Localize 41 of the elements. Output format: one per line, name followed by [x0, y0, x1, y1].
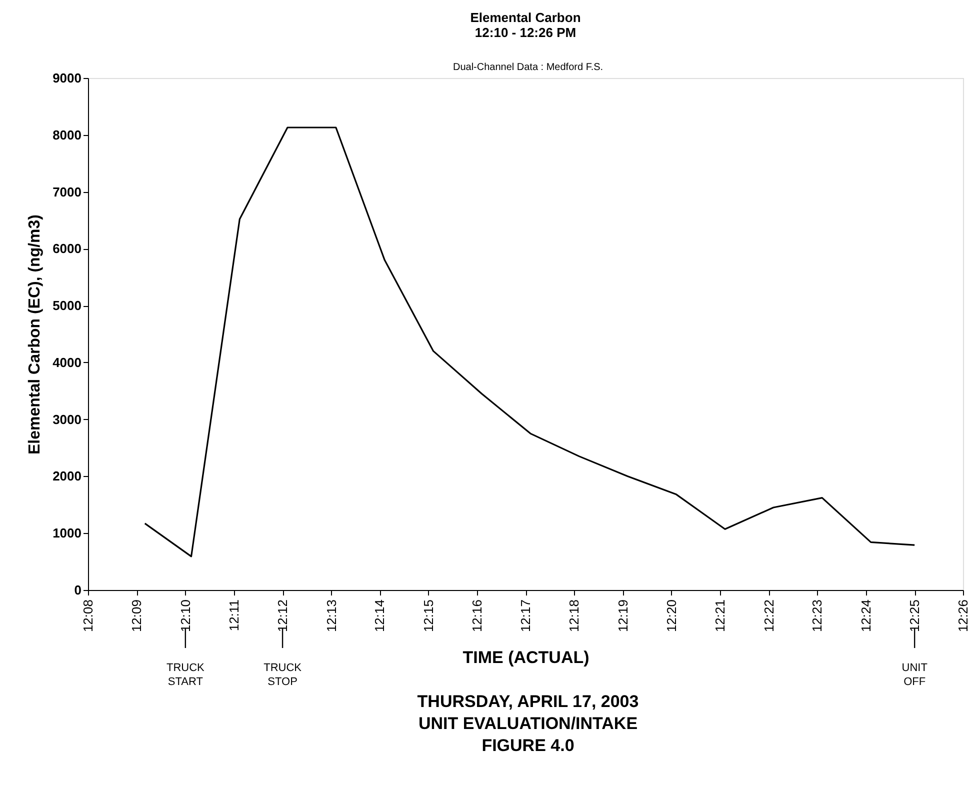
- text: UNIT EVALUATION/INTAKE: [418, 714, 638, 733]
- line-series: [144, 126, 916, 558]
- x-tick-label: 12:18: [566, 600, 582, 632]
- x-tick-label: 12:14: [372, 600, 388, 632]
- x-tick-label: 12:21: [712, 600, 728, 632]
- x-tick-label: 12:16: [470, 600, 485, 632]
- x-tick-label: 12:13: [324, 600, 339, 632]
- text: UNIT OFF: [902, 662, 928, 688]
- text: TRUCK STOP: [264, 662, 302, 688]
- chart-title: Elemental Carbon: [470, 10, 581, 25]
- y-tick-label: 4000: [52, 354, 82, 370]
- x-tick-label: 12:20: [664, 600, 679, 632]
- y-tick-label: 9000: [52, 70, 82, 86]
- x-tick-label: 12:15: [420, 600, 436, 632]
- x-tick-label: 12:25: [907, 600, 922, 632]
- x-tick-label: 12:23: [810, 600, 825, 632]
- x-tick-label: 12:12: [275, 600, 290, 632]
- y-tick-label: 1000: [52, 526, 82, 541]
- x-tick-label: 12:09: [129, 600, 144, 632]
- y-tick-label: 5000: [52, 298, 82, 314]
- y-tick-label: 8000: [52, 127, 82, 142]
- x-tick-label: 12:24: [858, 600, 874, 632]
- x-tick-label: 12:08: [80, 600, 96, 632]
- x-tick-label: 12:19: [615, 600, 630, 632]
- y-axis-title: Elemental Carbon (EC), (ng/m3): [26, 214, 44, 455]
- y-tick-label: 0: [74, 582, 82, 598]
- x-tick-label: 12:26: [956, 600, 970, 632]
- y-tick-label: 7000: [52, 184, 82, 200]
- text: TRUCK START: [166, 662, 206, 688]
- text: THURSDAY, APRIL 17, 2003: [417, 692, 639, 711]
- x-tick-label: 12:22: [761, 600, 776, 632]
- caption: FIGURE 4.0: [482, 736, 574, 755]
- x-tick-label: 12:17: [518, 600, 533, 632]
- y-tick-label: 3000: [52, 412, 82, 427]
- x-axis-title: TIME (ACTUAL): [462, 648, 590, 668]
- chart-subtitle: 12:10 - 12:26 PM: [474, 25, 576, 40]
- x-tick-label: 12:10: [178, 600, 193, 632]
- x-tick-label: 12:11: [226, 600, 242, 632]
- text: Dual-Channel Data : Medford F.S.: [452, 62, 604, 73]
- y-tick-label: 6000: [52, 241, 82, 256]
- y-tick-label: 2000: [52, 468, 82, 484]
